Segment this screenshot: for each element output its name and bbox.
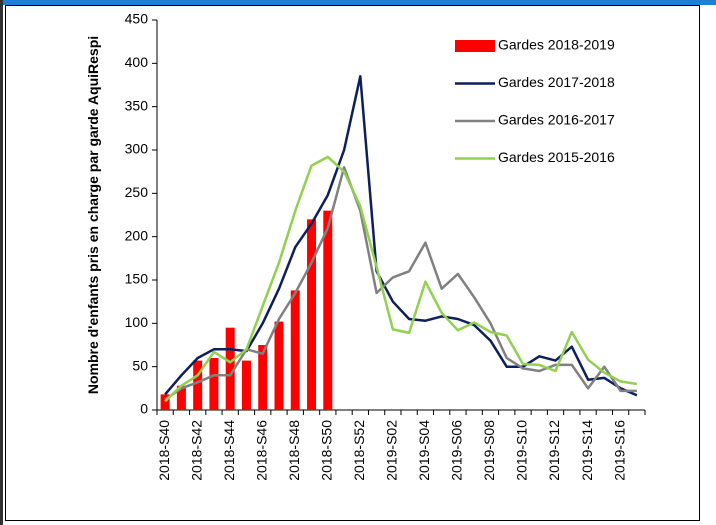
x-tick-label: 2019-S04 [416,420,432,481]
y-tick-label: 350 [125,97,149,113]
bar [193,360,203,410]
y-tick-label: 100 [125,314,149,330]
legend-label: Gardes 2018-2019 [498,37,615,53]
x-tick-label: 2019-S14 [579,420,595,481]
bar [241,360,251,410]
line-series [164,166,637,401]
x-tick-label: 2019-S16 [611,420,627,481]
x-tick-label: 2018-S44 [221,420,237,481]
bar [160,394,170,410]
y-tick-label: 150 [125,271,149,287]
bar [176,385,186,410]
left-border [0,0,3,525]
y-axis-title: Nombre d'enfants pris en charge par gard… [85,35,101,395]
x-tick-label: 2019-S12 [546,420,562,481]
bar [307,219,317,410]
x-tick-label: 2018-S42 [188,420,204,481]
y-tick-label: 400 [125,54,149,70]
bar [209,358,219,410]
y-tick-label: 300 [125,141,149,157]
bar [290,290,300,410]
legend-swatch [455,40,495,52]
x-tick-label: 2018-S50 [319,420,335,481]
bar [225,327,235,410]
header-strip [0,0,716,5]
x-tick-label: 2018-S52 [351,420,367,481]
bar [258,345,268,410]
bar [274,321,284,410]
y-tick-label: 50 [132,357,148,373]
y-tick-label: 450 [125,11,149,27]
legend-label: Gardes 2016-2017 [498,112,615,128]
x-tick-label: 2019-S06 [449,420,465,481]
x-tick-label: 2019-S10 [514,420,530,481]
chart-frame [5,5,700,521]
y-tick-label: 200 [125,227,149,243]
legend-label: Gardes 2017-2018 [498,74,615,90]
x-tick-label: 2018-S40 [156,420,172,481]
x-tick-label: 2018-S46 [253,420,269,481]
y-tick-label: 250 [125,184,149,200]
y-tick-label: 0 [140,401,148,417]
x-tick-label: 2019-S02 [384,420,400,481]
legend-label: Gardes 2015-2016 [498,149,615,165]
line-series [164,155,638,403]
x-tick-label: 2018-S48 [286,420,302,481]
x-tick-label: 2019-S08 [481,420,497,481]
bar [323,210,333,410]
